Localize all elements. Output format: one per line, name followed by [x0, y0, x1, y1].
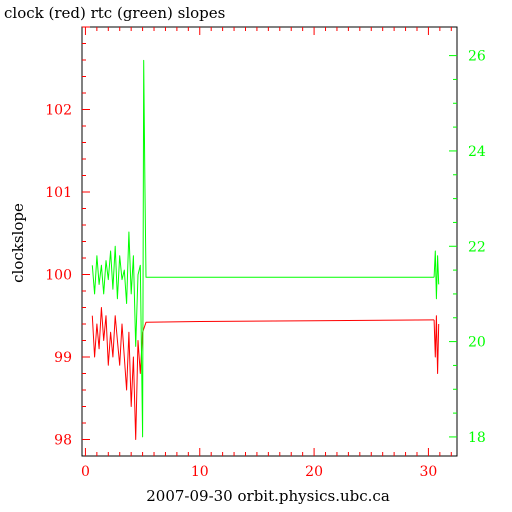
- rtc-slope-line-0: [91, 59, 435, 438]
- clock-slope-line-1: [433, 315, 440, 374]
- y-tick-label: 98: [54, 433, 72, 449]
- x-axis-title: 2007-09-30 orbit.physics.ubc.ca: [146, 487, 390, 505]
- y2-tick-label: 20: [468, 335, 486, 351]
- axis-ticks: 0 10 20 30 98 99 100 101 102 18 20 22 24 26: [45, 26, 486, 480]
- y2-tick-label: 26: [468, 49, 486, 65]
- y-tick-label: 99: [54, 350, 72, 366]
- chart-title: clock (red) rtc (green) slopes: [4, 4, 225, 22]
- x-tick-label: 10: [191, 464, 209, 480]
- plot-frame: [81, 26, 458, 457]
- y2-tick-label: 24: [468, 144, 486, 160]
- x-tick-label: 0: [81, 464, 90, 480]
- y-axis-title-group: clockslope: [9, 203, 27, 283]
- y-tick-label: 100: [45, 268, 72, 284]
- y2-tick-label: 18: [468, 430, 486, 446]
- rtc-slope-line-1: [433, 250, 440, 300]
- y-axis-title: clockslope: [9, 203, 27, 283]
- y2-tick-label: 22: [468, 239, 486, 255]
- x-tick-label: 30: [420, 464, 438, 480]
- x-axis-title-group: 2007-09-30 orbit.physics.ubc.ca: [146, 487, 390, 505]
- chart-title-group: clock (red) rtc (green) slopes: [4, 4, 225, 22]
- y-tick-label: 101: [45, 185, 72, 201]
- clock-slope-line-0: [91, 307, 435, 440]
- x-tick-label: 20: [305, 464, 323, 480]
- data-series: [91, 59, 440, 440]
- y-tick-label: 102: [45, 103, 72, 119]
